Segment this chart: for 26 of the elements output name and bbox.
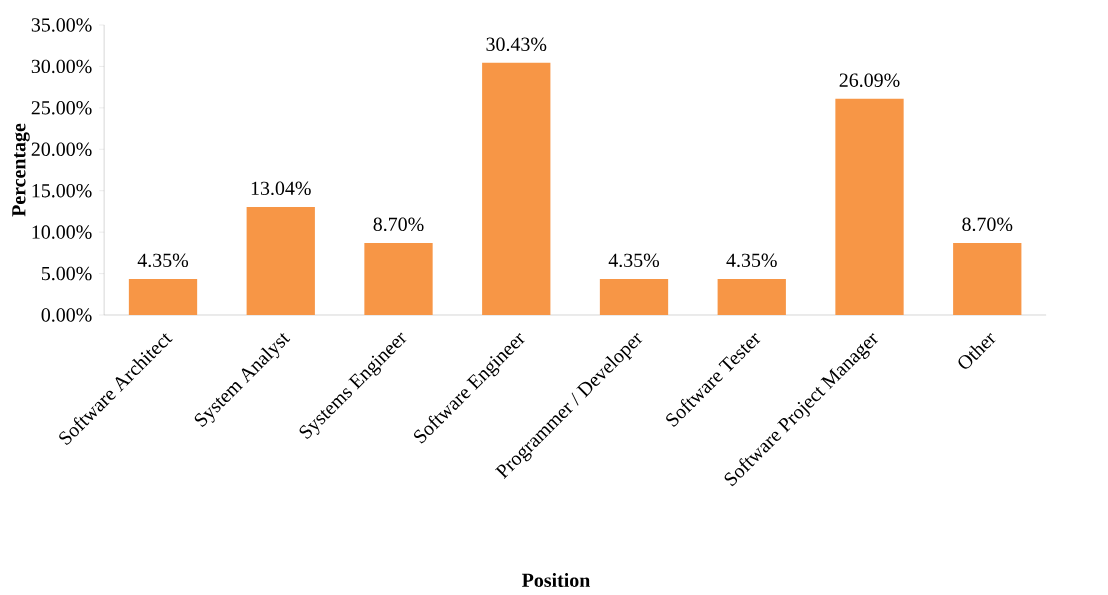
x-axis-title: Position xyxy=(522,572,591,587)
data-label: 26.09% xyxy=(839,73,900,87)
y-tick-label: 10.00% xyxy=(32,225,92,239)
bar xyxy=(364,242,433,315)
data-label: 4.35% xyxy=(137,253,189,268)
data-label: 8.70% xyxy=(962,217,1013,232)
bar xyxy=(482,62,551,315)
data-label: 4.35% xyxy=(608,253,660,268)
y-tick-label: 20.00% xyxy=(31,142,92,157)
data-label: 30.43% xyxy=(486,37,547,52)
y-tick-label: 25.00% xyxy=(31,101,92,115)
data-label: 8.70% xyxy=(373,217,424,232)
bar xyxy=(953,242,1022,315)
bar xyxy=(128,278,198,315)
y-axis-title: Percentage xyxy=(12,123,30,217)
y-tick-label: 15.00% xyxy=(32,183,92,198)
data-label: 4.35% xyxy=(726,253,777,268)
y-tick-label: 5.00% xyxy=(41,266,92,281)
bar xyxy=(599,278,669,315)
y-tick-label: 30.00% xyxy=(31,59,92,74)
y-tick-label: 35.00% xyxy=(31,18,92,32)
data-label: 13.04% xyxy=(251,181,311,196)
y-tick-label: 0.00% xyxy=(41,308,92,322)
bar xyxy=(835,98,904,315)
bar xyxy=(717,278,786,315)
bar xyxy=(246,206,315,315)
